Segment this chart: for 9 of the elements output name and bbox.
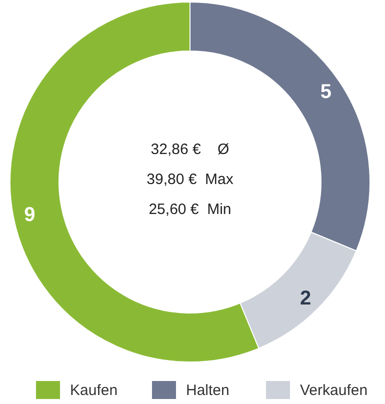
text: 25,60 € Min: [148, 201, 232, 218]
data-label: 9: [24, 204, 36, 226]
text: 39,80 € Max: [146, 171, 234, 188]
data-label: 5: [320, 81, 332, 104]
legend-label: Verkaufen: [300, 382, 368, 399]
text: 32,86 € Ø: [150, 141, 230, 158]
legend-label: Kaufen: [70, 382, 118, 399]
legend-label: Halten: [186, 382, 230, 399]
data-label: 2: [300, 288, 312, 310]
